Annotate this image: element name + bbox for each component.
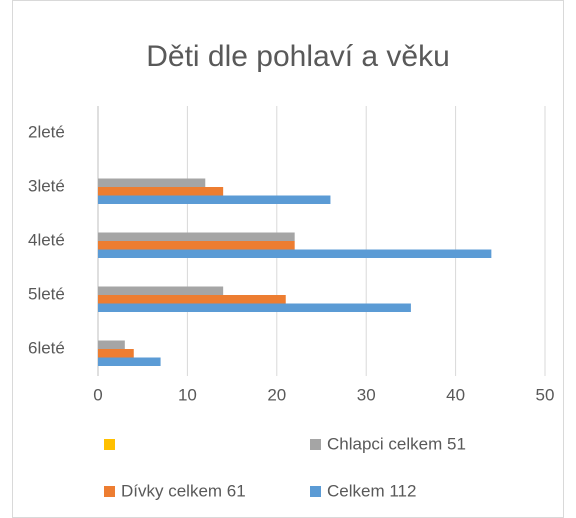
chart-border xyxy=(12,0,564,518)
x-tick-label: 50 xyxy=(536,385,555,404)
bar xyxy=(98,286,224,295)
legend-label: Chlapci celkem 51 xyxy=(327,434,466,453)
x-tick-label: 20 xyxy=(267,385,286,404)
y-tick-label: 3leté xyxy=(28,176,65,195)
legend-label: Dívky celkem 61 xyxy=(121,481,246,500)
bar xyxy=(98,357,161,366)
y-tick-label: 5leté xyxy=(28,284,65,303)
y-tick-label: 2leté xyxy=(28,122,65,141)
bar xyxy=(98,241,295,250)
bar xyxy=(98,187,224,196)
x-tick-label: 10 xyxy=(178,385,197,404)
bar xyxy=(98,178,206,187)
legend-swatch xyxy=(104,439,115,450)
legend-swatch xyxy=(104,486,115,497)
y-tick-label: 4leté xyxy=(28,230,65,249)
legend-label: Celkem 112 xyxy=(327,481,416,500)
chart-title: Děti dle pohlaví a věku xyxy=(146,40,450,73)
x-tick-label: 30 xyxy=(357,385,376,404)
bar xyxy=(98,232,295,241)
bar xyxy=(98,340,125,349)
bar xyxy=(98,303,411,312)
bar xyxy=(98,249,492,258)
y-tick-label: 6leté xyxy=(28,338,65,357)
x-tick-label: 40 xyxy=(446,385,465,404)
legend-swatch xyxy=(310,486,321,497)
legend-swatch xyxy=(310,439,321,450)
bar xyxy=(98,195,331,204)
bar xyxy=(98,349,134,358)
bar xyxy=(98,295,286,304)
x-tick-label: 0 xyxy=(93,385,102,404)
